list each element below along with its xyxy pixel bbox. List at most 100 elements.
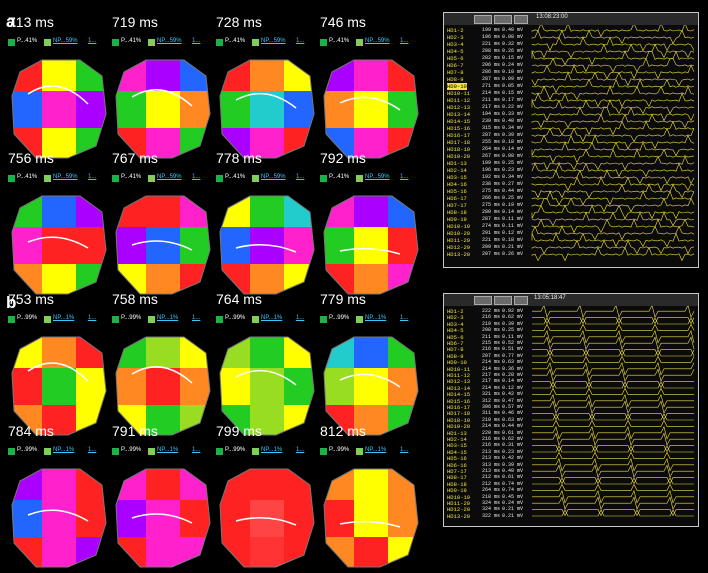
np-value[interactable]: NP...1% xyxy=(365,447,387,453)
extra-value[interactable]: 1... xyxy=(192,315,201,321)
channel-name[interactable]: HD7-17 xyxy=(447,468,467,475)
channel-name[interactable]: HD19-20 xyxy=(447,423,471,431)
channel-name[interactable]: HD11-20 xyxy=(447,237,471,244)
extra-value[interactable]: 1... xyxy=(400,447,409,453)
channel-name[interactable]: HD4-5 xyxy=(447,48,464,55)
channel-name[interactable]: HD1-2 xyxy=(447,308,464,315)
channel-name[interactable]: HD9-19 xyxy=(447,216,467,223)
channel-name[interactable]: HD2-14 xyxy=(447,167,467,174)
np-value[interactable]: NP...1% xyxy=(157,447,179,453)
channel-name[interactable]: HD4-15 xyxy=(447,448,467,456)
activation-map-cell[interactable]: 753 ms P...99% NP...1% 1... xyxy=(8,291,113,436)
channel-name[interactable]: HD5-16 xyxy=(447,455,467,463)
channel-name[interactable]: HD1-13 xyxy=(447,429,467,437)
extra-value[interactable]: 1... xyxy=(296,38,305,44)
channel-name[interactable]: HD3-4 xyxy=(447,41,464,48)
toolbar-button[interactable] xyxy=(514,15,528,24)
channel-name[interactable]: HD10-19 xyxy=(447,223,471,230)
channel-name[interactable]: HD13-14 xyxy=(447,384,471,392)
np-value[interactable]: NP...1% xyxy=(365,315,387,321)
extra-value[interactable]: 1... xyxy=(88,38,97,44)
activation-map-cell[interactable]: 746 ms P...41% NP...59% 1... xyxy=(320,14,425,159)
channel-name[interactable]: HD14-15 xyxy=(447,118,471,125)
channel-name[interactable]: HD9-19 xyxy=(447,487,467,495)
channel-name[interactable]: HD6-7 xyxy=(447,340,464,347)
toolbar-button[interactable] xyxy=(474,296,492,305)
activation-map-cell[interactable]: 799 ms P...99% NP...1% 1... xyxy=(216,423,321,568)
activation-map-cell[interactable]: 784 ms P...99% NP...1% 1... xyxy=(8,423,113,568)
toolbar-button[interactable] xyxy=(494,296,512,305)
channel-name[interactable]: HD7-17 xyxy=(447,202,467,209)
activation-map-cell[interactable]: 812 ms P...99% NP...1% 1... xyxy=(320,423,425,568)
np-value[interactable]: NP...1% xyxy=(157,315,179,321)
channel-name[interactable]: HD5-6 xyxy=(447,55,464,62)
activation-map-cell[interactable]: 767 ms P...41% NP...59% 1... xyxy=(112,150,217,295)
np-value[interactable]: NP...1% xyxy=(261,447,283,453)
channel-name[interactable]: HD1-13 xyxy=(447,160,467,167)
activation-map-cell[interactable]: 792 ms P...41% NP...59% 1... xyxy=(320,150,425,295)
extra-value[interactable]: 1... xyxy=(400,315,409,321)
extra-value[interactable]: 1... xyxy=(192,447,201,453)
channel-name[interactable]: HD10-19 xyxy=(447,493,471,501)
channel-name[interactable]: HD7-8 xyxy=(447,346,464,354)
extra-value[interactable]: 1... xyxy=(296,447,305,453)
np-value[interactable]: NP...1% xyxy=(53,447,75,453)
channel-name[interactable]: HD8-9 xyxy=(447,352,464,360)
channel-name[interactable]: HD6-16 xyxy=(447,461,467,469)
np-value[interactable]: NP...59% xyxy=(53,38,78,44)
channel-name[interactable]: HD17-18 xyxy=(447,139,471,146)
channel-name[interactable]: HD2-3 xyxy=(447,314,464,322)
channel-name[interactable]: HD11-20 xyxy=(447,500,471,507)
np-value[interactable]: NP...59% xyxy=(365,174,390,180)
activation-map-cell[interactable]: 778 ms P...41% NP...59% 1... xyxy=(216,150,321,295)
channel-name[interactable]: HD4-16 xyxy=(447,181,467,188)
activation-map-cell[interactable]: 779 ms P...99% NP...1% 1... xyxy=(320,291,425,436)
channel-name[interactable]: HD10-11 xyxy=(447,365,471,373)
extra-value[interactable]: 1... xyxy=(88,447,97,453)
np-value[interactable]: NP...59% xyxy=(261,38,286,44)
np-value[interactable]: NP...59% xyxy=(261,174,286,180)
extra-value[interactable]: 1... xyxy=(296,174,305,180)
channel-name[interactable]: HD15-16 xyxy=(447,397,471,405)
channel-name[interactable]: HD14-15 xyxy=(447,391,471,399)
channel-name[interactable]: HD12-20 xyxy=(447,506,471,514)
channel-name[interactable]: HD18-19 xyxy=(447,146,471,153)
np-value[interactable]: NP...59% xyxy=(365,38,390,44)
channel-name[interactable]: HD16-17 xyxy=(447,132,471,139)
channel-name[interactable]: HD16-17 xyxy=(447,404,471,411)
egm-window-b[interactable]: 13:05:18:47 HD1-2 222 ms 0.92 mV HD2-3 216 m… xyxy=(443,293,699,527)
np-value[interactable]: NP...1% xyxy=(53,315,75,321)
toolbar-button[interactable] xyxy=(514,296,528,305)
channel-name[interactable]: HD3-4 xyxy=(447,320,464,328)
channel-name[interactable]: HD18-19 xyxy=(447,416,471,424)
activation-map-cell[interactable]: 756 ms P...41% NP...59% 1... xyxy=(8,150,113,295)
activation-map-cell[interactable]: 719 ms P...41% NP...59% 1... xyxy=(112,14,217,159)
np-value[interactable]: NP...59% xyxy=(157,174,182,180)
channel-name[interactable]: HD8-18 xyxy=(447,480,467,488)
channel-name[interactable]: HD10-20 xyxy=(447,230,471,237)
activation-map-cell[interactable]: 764 ms P...99% NP...1% 1... xyxy=(216,291,321,436)
channel-name[interactable]: HD3-15 xyxy=(447,174,467,181)
channel-name[interactable]: HD4-5 xyxy=(447,327,464,335)
extra-value[interactable]: 1... xyxy=(88,315,97,321)
channel-name[interactable]: HD13-14 xyxy=(447,111,471,118)
channel-name[interactable]: HD1-2 xyxy=(447,27,464,34)
channel-name[interactable]: HD8-17 xyxy=(447,474,467,482)
channel-name[interactable]: HD12-13 xyxy=(447,104,471,111)
toolbar-button[interactable] xyxy=(494,15,512,24)
channel-name[interactable]: HD8-18 xyxy=(447,209,467,216)
np-value[interactable]: NP...59% xyxy=(53,174,78,180)
channel-name[interactable]: HD13-20 xyxy=(447,512,471,520)
channel-name[interactable]: HD11-12 xyxy=(447,97,471,104)
extra-value[interactable]: 1... xyxy=(296,315,305,321)
channel-name[interactable]: HD2-3 xyxy=(447,34,464,41)
activation-map-cell[interactable]: 728 ms P...41% NP...59% 1... xyxy=(216,14,321,159)
channel-name[interactable]: HD11-12 xyxy=(447,372,471,379)
channel-name[interactable]: HD6-7 xyxy=(447,62,464,69)
channel-name[interactable]: HD5-16 xyxy=(447,188,467,195)
np-value[interactable]: NP...59% xyxy=(157,38,182,44)
activation-map-cell[interactable]: 791 ms P...99% NP...1% 1... xyxy=(112,423,217,568)
extra-value[interactable]: 1... xyxy=(400,174,409,180)
channel-name[interactable]: HD9-10 xyxy=(447,359,467,367)
channel-name[interactable]: HD9-10 xyxy=(447,83,467,90)
